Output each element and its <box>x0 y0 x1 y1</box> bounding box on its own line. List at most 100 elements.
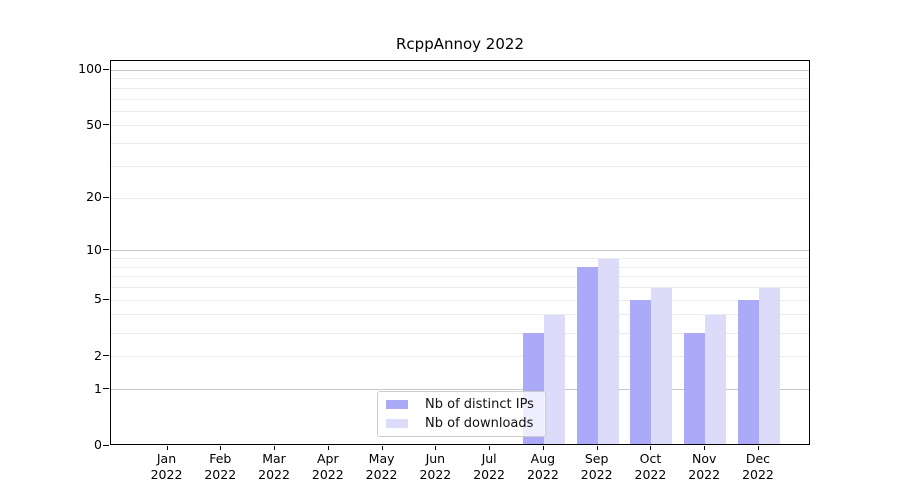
x-tick-year: 2022 <box>419 467 452 482</box>
y-tick-label: 5 <box>94 291 102 307</box>
y-tick-mark <box>103 355 109 357</box>
gridline-major <box>111 250 809 252</box>
x-tick-label: Oct 2022 <box>618 451 682 483</box>
gridline-minor <box>111 266 809 268</box>
x-tick-month: Dec <box>745 451 771 466</box>
x-tick-mark <box>435 446 437 450</box>
y-tick-label: 10 <box>86 241 102 257</box>
gridline-minor <box>111 332 809 334</box>
gridline-minor <box>111 78 809 80</box>
y-tick-label: 2 <box>94 347 102 363</box>
x-tick-mark <box>542 446 544 450</box>
legend-swatch-downloads-icon <box>386 419 408 429</box>
x-tick-year: 2022 <box>688 467 721 482</box>
y-tick-mark <box>103 68 109 70</box>
gridline-minor <box>111 356 809 358</box>
x-tick-mark <box>381 446 383 450</box>
bar-downloads-sep <box>597 258 619 444</box>
gridline-minor <box>111 287 809 289</box>
bar-downloads-dec <box>758 287 780 444</box>
x-tick-month: Oct <box>639 451 662 466</box>
gridline-minor <box>111 98 809 100</box>
gridline-minor <box>111 110 809 112</box>
bar-distinct-ips-nov <box>684 333 706 444</box>
x-tick-month: Nov <box>691 451 717 466</box>
x-tick-label: Apr 2022 <box>296 451 360 483</box>
legend-row-distinct-ips: Nb of distinct IPs <box>384 396 539 413</box>
y-tick-mark <box>103 124 109 126</box>
gridline-minor <box>111 314 809 316</box>
y-tick-label: 1 <box>94 380 102 396</box>
y-tick-label: 100 <box>78 61 102 77</box>
x-tick-month: Jun <box>425 451 446 466</box>
x-tick-label: Nov 2022 <box>672 451 736 483</box>
x-tick-mark <box>274 446 276 450</box>
legend-label-downloads: Nb of downloads <box>425 416 534 432</box>
x-tick-year: 2022 <box>473 467 506 482</box>
x-tick-mark <box>704 446 706 450</box>
y-tick-mark <box>103 196 109 198</box>
y-tick-mark <box>103 444 109 446</box>
plot-area <box>110 60 810 445</box>
x-tick-mark <box>489 446 491 450</box>
gridline-major <box>111 69 809 71</box>
x-tick-label: May 2022 <box>350 451 414 483</box>
x-tick-label: Feb 2022 <box>188 451 252 483</box>
gridline-minor <box>111 197 809 199</box>
x-tick-mark <box>220 446 222 450</box>
x-tick-month: Aug <box>530 451 556 466</box>
y-tick-label: 0 <box>94 437 102 452</box>
x-tick-month: Mar <box>262 451 286 466</box>
gridline-minor <box>111 258 809 260</box>
x-tick-year: 2022 <box>634 467 667 482</box>
x-tick-mark <box>757 446 759 450</box>
bar-downloads-aug <box>543 314 565 444</box>
x-tick-label: Jun 2022 <box>403 451 467 483</box>
gridline-minor <box>111 299 809 301</box>
x-tick-label: Aug 2022 <box>511 451 575 483</box>
x-tick-mark <box>166 446 168 450</box>
x-tick-month: Sep <box>584 451 609 466</box>
x-tick-mark <box>650 446 652 450</box>
x-tick-year: 2022 <box>204 467 237 482</box>
x-tick-label: Sep 2022 <box>565 451 629 483</box>
x-tick-month: Apr <box>316 451 339 466</box>
x-tick-label: Mar 2022 <box>242 451 306 483</box>
gridline-minor <box>111 87 809 89</box>
x-tick-year: 2022 <box>580 467 613 482</box>
gridline-minor <box>111 276 809 278</box>
x-tick-year: 2022 <box>742 467 774 482</box>
legend-swatch-distinct-ips-icon <box>386 399 408 409</box>
legend: Nb of distinct IPs Nb of downloads <box>377 391 546 437</box>
bar-downloads-nov <box>705 314 727 444</box>
gridline-minor <box>111 125 809 127</box>
y-tick-mark <box>103 388 109 390</box>
x-tick-mark <box>327 446 329 450</box>
x-tick-label: Dec 2022 <box>726 451 790 483</box>
gridline-major <box>111 389 809 391</box>
x-tick-month: May <box>368 451 395 466</box>
y-tick-mark <box>103 298 109 300</box>
x-tick-year: 2022 <box>311 467 344 482</box>
x-tick-label: Jan 2022 <box>135 451 199 483</box>
chart-title: RcppAnnoy 2022 <box>396 35 524 53</box>
x-tick-year: 2022 <box>150 467 183 482</box>
x-tick-month: Feb <box>209 451 232 466</box>
x-tick-year: 2022 <box>258 467 290 482</box>
x-tick-year: 2022 <box>526 467 559 482</box>
bar-distinct-ips-oct <box>630 300 652 444</box>
bar-distinct-ips-dec <box>737 300 759 444</box>
x-tick-year: 2022 <box>365 467 398 482</box>
bar-downloads-oct <box>651 287 673 444</box>
y-tick-label: 20 <box>86 189 102 205</box>
x-tick-month: Jan <box>156 451 177 466</box>
y-tick-mark <box>103 249 109 251</box>
legend-label-distinct-ips: Nb of distinct IPs <box>425 396 534 412</box>
gridline-minor <box>111 143 809 145</box>
y-tick-label: 50 <box>86 116 102 132</box>
x-tick-month: Jul <box>481 451 497 466</box>
gridline-minor <box>111 165 809 167</box>
bar-distinct-ips-sep <box>576 267 598 444</box>
legend-row-downloads: Nb of downloads <box>384 416 539 433</box>
